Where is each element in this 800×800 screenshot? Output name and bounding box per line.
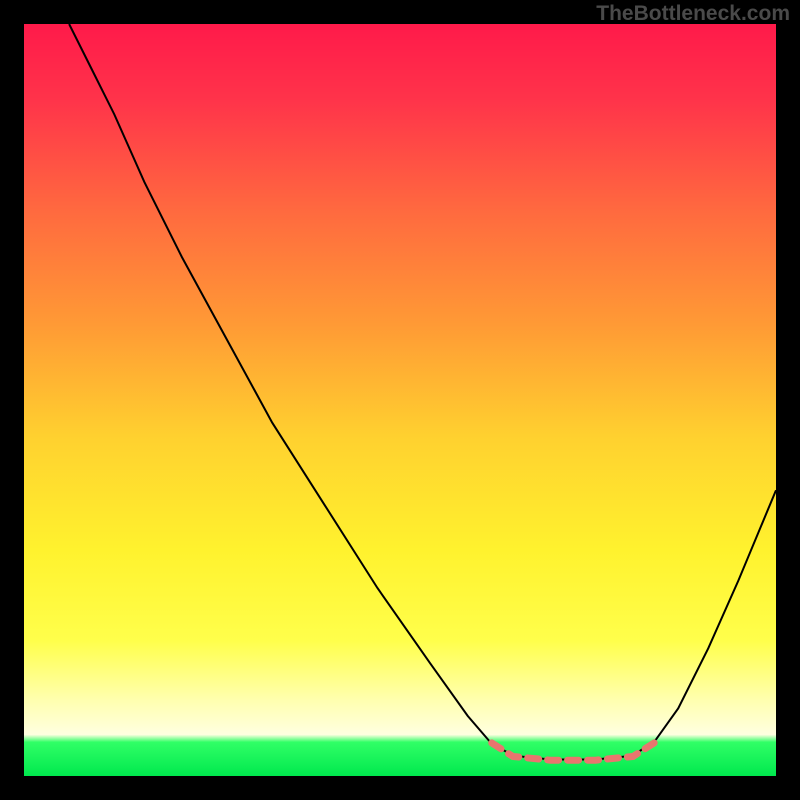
chart-root: TheBottleneck.com [0, 0, 800, 800]
optimal-range-band [492, 743, 654, 760]
curve-layer [0, 0, 800, 800]
bottleneck-curve [69, 24, 776, 759]
attribution-label: TheBottleneck.com [596, 2, 790, 26]
